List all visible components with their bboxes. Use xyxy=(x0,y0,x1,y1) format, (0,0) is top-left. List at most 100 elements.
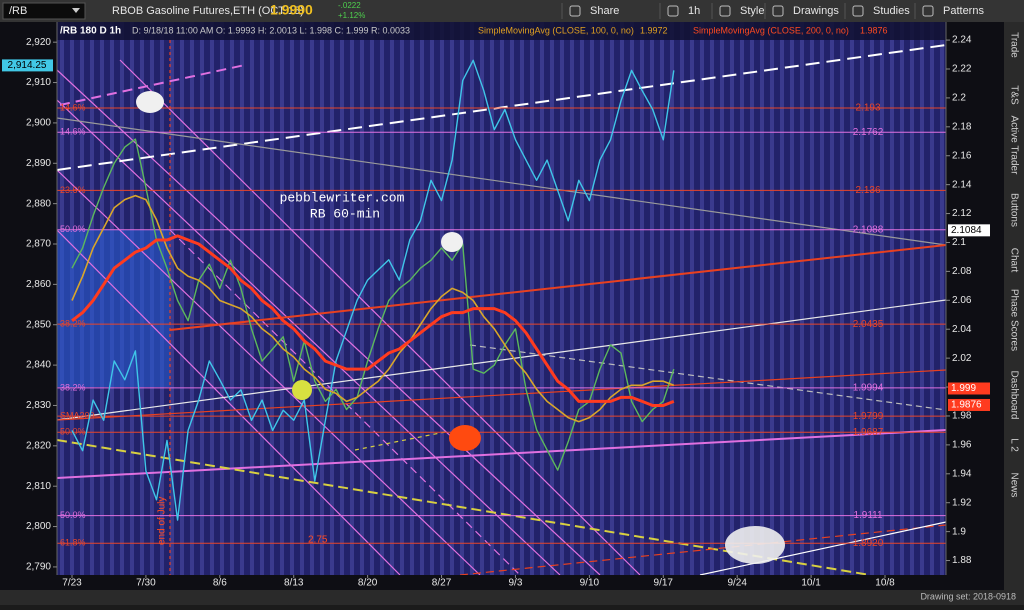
plot: 14.6% 2.193 14.6% 2.1762 23.6% 2.136 50.0% 2.10… xyxy=(57,40,946,575)
dropdown-icon[interactable] xyxy=(72,8,80,13)
side-tab[interactable]: T&S xyxy=(1008,85,1019,105)
symbol-box[interactable] xyxy=(2,2,86,20)
y-tick-label: 2,790 xyxy=(26,562,51,573)
y-tick-label: 2,910 xyxy=(26,77,51,88)
side-tab[interactable]: Chart xyxy=(1008,248,1019,273)
y2-tick-label: 1.94 xyxy=(952,468,972,479)
trendlines xyxy=(57,40,946,575)
y2-tick-label: 2.24 xyxy=(952,35,972,46)
trendline xyxy=(57,429,946,479)
toolbar xyxy=(0,0,1024,22)
fib-value: 2.1088 xyxy=(853,224,884,235)
annotation: RB 60-min xyxy=(310,206,380,221)
fib-value: 2.1762 xyxy=(853,127,884,138)
trendline xyxy=(57,44,946,171)
x-tick-label: 8/20 xyxy=(358,578,378,589)
button-icon[interactable] xyxy=(772,5,784,17)
chart-header xyxy=(57,22,946,40)
side-tab[interactable]: Dashboard xyxy=(1008,371,1019,420)
button-icon[interactable] xyxy=(852,5,864,17)
x-tick-label: 9/3 xyxy=(509,578,523,589)
ellipse-marker xyxy=(136,91,164,113)
y-tick-label: 2,820 xyxy=(26,440,51,451)
x-tick-label: 7/30 xyxy=(136,578,156,589)
fib-value: 1.9799 xyxy=(853,411,884,422)
side-tab[interactable]: Trade xyxy=(1008,32,1019,58)
trendline xyxy=(57,439,871,575)
x-tick-label: 8/27 xyxy=(432,578,452,589)
side-tab[interactable]: Buttons xyxy=(1008,193,1019,227)
fib-name: 38.2% xyxy=(60,382,86,392)
annotation: end of July xyxy=(157,497,168,545)
series-line xyxy=(71,234,675,407)
fib-value: 1.8920 xyxy=(853,538,884,549)
study-value: 1.9972 xyxy=(640,25,668,35)
fib-name: 38.2% xyxy=(60,319,86,329)
button-icon[interactable] xyxy=(667,5,679,17)
price-marker-label: 1.999 xyxy=(951,383,976,394)
x-tick-label: 10/1 xyxy=(801,578,821,589)
trendline xyxy=(57,117,946,246)
x-tick-label: 8/6 xyxy=(213,578,227,589)
pct-change: +1.12% xyxy=(338,11,365,20)
net-change: -.0222 xyxy=(338,1,361,10)
y2-tick-label: 2.1 xyxy=(952,237,966,248)
fib-value: 2.136 xyxy=(855,185,880,196)
toolbar-button[interactable]: Studies xyxy=(873,5,910,17)
fib-name: 50.0% xyxy=(60,510,86,520)
y2-tick-label: 1.9 xyxy=(952,526,966,537)
markers xyxy=(136,91,785,564)
trendline xyxy=(57,99,561,575)
side-tabs: Trade T&S Active Trader Buttons Chart Phase S… xyxy=(1008,32,1019,497)
fib-name: 14.6% xyxy=(60,102,86,112)
symbol[interactable]: /RB xyxy=(9,5,27,17)
trendline xyxy=(57,169,481,575)
button-icon[interactable] xyxy=(719,5,731,17)
trendline xyxy=(459,524,946,575)
y-tick-label: 2,850 xyxy=(26,319,51,330)
side-tab[interactable]: Phase Scores xyxy=(1008,289,1019,351)
trendline xyxy=(57,369,946,421)
y-tick-label: 2,800 xyxy=(26,521,51,532)
y2-tick-label: 2.22 xyxy=(952,64,972,75)
y-tick-label: 2,830 xyxy=(26,400,51,411)
x-tick-label: 9/10 xyxy=(580,578,600,589)
study-name: SimpleMovingAvg (CLOSE, 100, 0, no) xyxy=(478,25,634,35)
series xyxy=(71,59,675,521)
ellipse-marker xyxy=(292,380,312,400)
x-tick-label: 9/24 xyxy=(727,578,747,589)
fib-name: SMA200 xyxy=(60,410,95,420)
ellipse-marker xyxy=(441,232,463,252)
trendline xyxy=(169,244,946,331)
y2-tick-label: 1.96 xyxy=(952,440,972,451)
fib-name: 50.0% xyxy=(60,224,86,234)
y2-tick-label: 1.92 xyxy=(952,497,972,508)
trendline xyxy=(469,344,946,411)
price-marker xyxy=(948,398,990,411)
ellipse-marker xyxy=(725,526,785,564)
annotation: pebblewriter.com xyxy=(280,190,405,205)
side-panel xyxy=(1004,22,1024,590)
side-tab[interactable]: News xyxy=(1008,472,1019,497)
trendline xyxy=(57,229,401,575)
last-price: 1.9990 xyxy=(270,2,313,18)
toolbar-button[interactable]: 1h xyxy=(688,5,700,17)
highlight-zone xyxy=(57,230,170,387)
side-tab[interactable]: Active Trader xyxy=(1008,116,1019,176)
y-tick-label: 2,860 xyxy=(26,279,51,290)
chart-symbol: /RB 180 D 1h xyxy=(60,26,121,37)
toolbar-button[interactable]: Style xyxy=(740,5,764,17)
fib-value: 1.9111 xyxy=(853,510,883,521)
toolbar-button[interactable]: Patterns xyxy=(943,5,984,17)
y-tick-label: 2,840 xyxy=(26,360,51,371)
side-tab[interactable]: L 2 xyxy=(1008,438,1019,452)
fib-value: 1.9687 xyxy=(853,427,884,438)
y2-tick-label: 2.16 xyxy=(952,150,972,161)
toolbar-button[interactable]: Drawings xyxy=(793,5,839,17)
price-marker-label: 2.1084 xyxy=(951,225,982,236)
button-icon[interactable] xyxy=(922,5,934,17)
y-tick-label: 2,920 xyxy=(26,37,51,48)
button-icon[interactable] xyxy=(569,5,581,17)
toolbar-button[interactable]: Share xyxy=(590,5,619,17)
